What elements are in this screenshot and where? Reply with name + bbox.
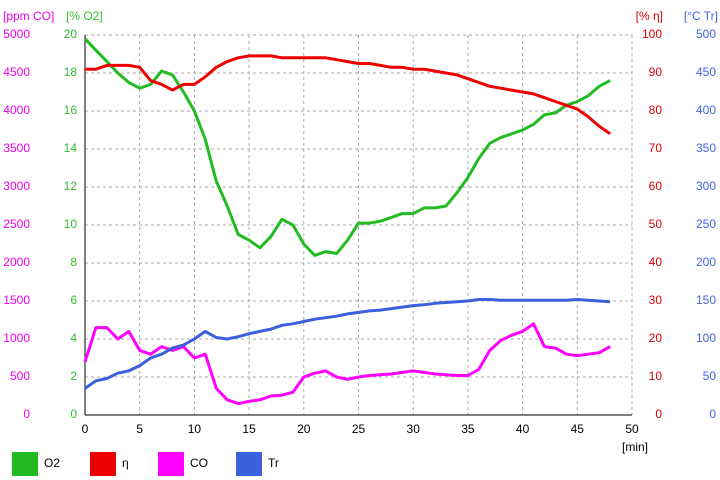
y3-tick-label: 3000	[3, 179, 30, 193]
series-line	[83, 322, 611, 406]
y-tick-label: 4	[70, 331, 77, 345]
legend-label: Tr	[268, 456, 279, 470]
x-tick-label: 25	[352, 422, 366, 436]
legend-label: O2	[44, 456, 60, 470]
y3-tick-label: 2000	[3, 255, 30, 269]
legend-swatch	[236, 452, 262, 476]
y-tick-label: 10	[64, 217, 78, 231]
y4-tick-label: 150	[696, 293, 716, 307]
legend-swatch	[158, 452, 184, 476]
y-tick-label: 18	[64, 65, 78, 79]
series-line	[84, 298, 611, 390]
x-tick-label: 10	[188, 422, 202, 436]
y3-tick-label: 1500	[3, 293, 30, 307]
o2-axis-title: [% O2]	[66, 9, 103, 23]
x-tick-label: 0	[82, 422, 89, 436]
legend-label: η	[122, 456, 129, 470]
y4-tick-label: 500	[696, 27, 716, 41]
x-tick-label: 45	[571, 422, 585, 436]
y4-tick-label: 400	[696, 103, 716, 117]
y2-tick-label: 90	[649, 65, 663, 79]
x-tick-label: 40	[516, 422, 530, 436]
y2-tick-label: 80	[649, 103, 663, 117]
y3-tick-label: 2500	[3, 217, 30, 231]
x-axis-title: [min]	[622, 440, 648, 454]
legend-swatch	[90, 452, 116, 476]
y2-tick-label: 30	[649, 293, 663, 307]
x-tick-label: 30	[407, 422, 421, 436]
x-tick-label: 35	[461, 422, 475, 436]
y3-tick-label: 5000	[3, 27, 30, 41]
y4-tick-label: 450	[696, 65, 716, 79]
y3-tick-label: 500	[10, 369, 30, 383]
y2-tick-label: 10	[649, 369, 663, 383]
series-line	[85, 54, 611, 136]
y-tick-label: 12	[64, 179, 78, 193]
y2-tick-label: 50	[649, 217, 663, 231]
y4-tick-label: 50	[703, 369, 717, 383]
x-tick-label: 15	[242, 422, 256, 436]
legend-swatch	[12, 452, 38, 476]
y2-tick-label: 100	[642, 27, 662, 41]
y-tick-label: 14	[64, 141, 78, 155]
y3-tick-label: 0	[23, 407, 30, 421]
y-tick-label: 2	[70, 369, 77, 383]
co-axis-title: [ppm CO]	[3, 9, 54, 23]
series-line	[83, 37, 611, 257]
y-tick-label: 8	[70, 255, 77, 269]
y4-tick-label: 200	[696, 255, 716, 269]
y2-tick-label: 70	[649, 141, 663, 155]
x-tick-label: 50	[625, 422, 639, 436]
y3-tick-label: 1000	[3, 331, 30, 345]
y4-tick-label: 300	[696, 179, 716, 193]
y4-tick-label: 100	[696, 331, 716, 345]
y4-tick-label: 350	[696, 141, 716, 155]
y2-tick-label: 60	[649, 179, 663, 193]
y2-tick-label: 20	[649, 331, 663, 345]
eta-axis-title: [% η]	[636, 9, 663, 23]
y-tick-label: 6	[70, 293, 77, 307]
y-tick-label: 20	[64, 27, 78, 41]
y4-tick-label: 0	[709, 407, 716, 421]
x-tick-label: 20	[297, 422, 311, 436]
x-tick-label: 5	[136, 422, 143, 436]
tr-axis-title: [°C Tr]	[684, 9, 718, 23]
y3-tick-label: 4000	[3, 103, 30, 117]
legend-label: CO	[190, 456, 208, 470]
y3-tick-label: 4500	[3, 65, 30, 79]
y4-tick-label: 250	[696, 217, 716, 231]
y3-tick-label: 3500	[3, 141, 30, 155]
y-tick-label: 16	[64, 103, 78, 117]
y2-tick-label: 0	[655, 407, 662, 421]
y-tick-label: 0	[70, 407, 77, 421]
y2-tick-label: 40	[649, 255, 663, 269]
